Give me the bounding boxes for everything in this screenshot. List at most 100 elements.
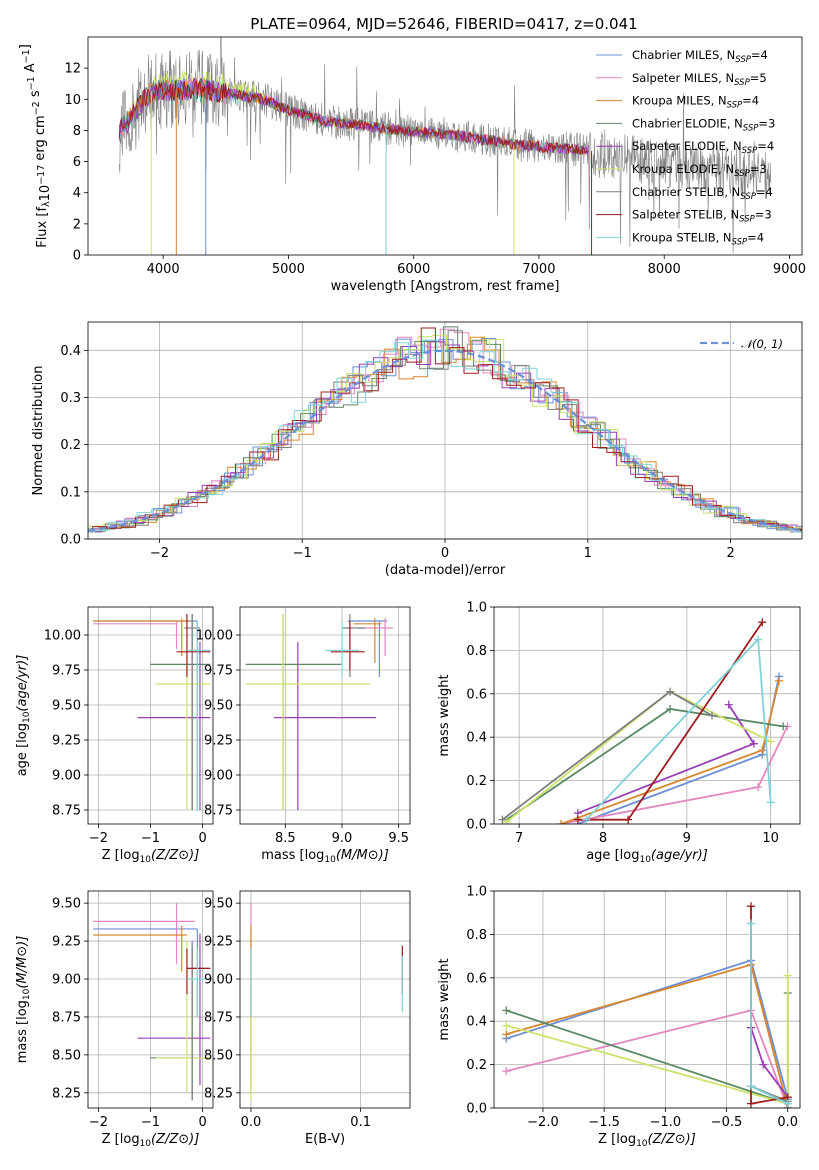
axes-frame: [493, 890, 801, 1109]
legend-text: Kroupa MILES, N: [632, 94, 727, 108]
x-tick-label: −0.5: [711, 1115, 743, 1130]
x-tick-label: −2.0: [527, 1115, 559, 1130]
y-axis-label-part: s: [28, 90, 43, 101]
y-tick-label: 9.50: [52, 897, 81, 912]
legend-text: Chabrier ELODIE, N: [632, 116, 743, 130]
legend-text: Salpeter STELIB, N: [632, 208, 739, 222]
histograms: [88, 326, 802, 533]
label-subscript: 10: [22, 711, 32, 723]
legend-text: =3: [750, 162, 767, 176]
label-text: (Z/Z⊙)]: [151, 848, 199, 863]
mass-weight-marker: [582, 815, 591, 824]
weight-lines: [498, 618, 792, 824]
y-axis-label-part: ]: [18, 44, 33, 49]
legend-text: =4: [756, 185, 773, 199]
mass-weight-marker: [666, 687, 675, 696]
x-axis-label: Z [log10(Z/Z⊙)]: [102, 848, 200, 865]
legend-text: =4: [747, 230, 764, 244]
x-tick-label: 8.5: [275, 831, 296, 846]
y-tick-label: 1.0: [466, 601, 487, 616]
axes-frame: [87, 36, 803, 256]
label-text: Z [log: [102, 1132, 140, 1147]
legend-entry: Chabrier MILES, NSSP=4: [632, 48, 768, 65]
residual-histogram-line: [88, 341, 802, 533]
label-text: Z [log: [102, 848, 140, 863]
y-tick-label: 8.75: [204, 804, 233, 819]
legend-text: =4: [757, 139, 774, 153]
x-tick-label: 5000: [272, 262, 305, 277]
y-tick-label: 0.1: [60, 485, 81, 500]
legend-text: Kroupa ELODIE, N: [632, 162, 734, 176]
y-tick-label: 9.25: [52, 935, 81, 950]
x-tick-label: −2: [89, 1115, 108, 1130]
y-axis-label-part: erg cm: [33, 115, 48, 164]
observed-spectrum-line: [119, 37, 771, 254]
figure-title: PLATE=0964, MJD=52646, FIBERID=0417, z=0…: [250, 15, 637, 33]
x-axis-label: Z [log10(Z/Z⊙)]: [598, 1132, 696, 1149]
y-tick-label: 8.75: [204, 1010, 233, 1025]
mass-vs-metallicity-panel: −2 −1 08.258.508.759.009.259.50Z [log10(Z/…: [15, 890, 214, 1149]
legend-text: Kroupa STELIB, N: [632, 230, 732, 244]
y-tick-label: 8.25: [52, 1086, 81, 1101]
legend-subscript: SSP: [734, 169, 750, 179]
y-tick-label: 9.75: [52, 664, 81, 679]
residual-histogram-panel: −2 −1 0 1 2 0.0 0.1 0.2 0.3 0.4 (data-model)/error…: [31, 321, 803, 578]
legend-text: Chabrier STELIB, N: [632, 185, 740, 199]
x-axis-label: Z [log10(Z/Z⊙)]: [102, 1132, 200, 1149]
legend-entry: Chabrier ELODIE, NSSP=3: [632, 116, 775, 133]
x-tick-label: 1: [584, 546, 592, 561]
label-text: Z [log: [598, 1132, 636, 1147]
mass-weight-marker: [502, 1021, 511, 1030]
legend-subscript: SSP: [739, 215, 755, 225]
label-subscript: 10: [22, 988, 32, 1000]
model-spectrum-line: [118, 77, 589, 156]
label-text: age [log: [15, 723, 30, 776]
y-tick-label: 0.2: [466, 774, 487, 789]
legend-entry: Chabrier STELIB, NSSP=4: [632, 185, 773, 202]
mass-weight-marker: [766, 798, 775, 807]
x-axis-label: mass [log10(M/M⊙)]: [261, 848, 389, 865]
label-text: mass [log: [15, 1000, 30, 1063]
mass-weight-marker: [758, 618, 767, 627]
model-spectrum-line: [118, 80, 589, 155]
x-tick-label: 9: [683, 831, 691, 846]
mass-weight-marker: [779, 722, 788, 731]
y-axis-label-part: λ: [41, 201, 52, 207]
y-tick-label: 9.25: [204, 734, 233, 749]
mass-weight-marker: [747, 1099, 756, 1108]
y-tick-label: 0.2: [60, 438, 81, 453]
y-tick-label: 10: [64, 93, 81, 108]
x-axis-label: E(B-V): [305, 1132, 345, 1147]
x-tick-label: −1: [141, 1115, 160, 1130]
mass-weight-marker: [747, 902, 756, 911]
y-axis-label: age [log10(age/yr)]: [15, 655, 32, 777]
y-axis-label-part: A: [23, 63, 38, 76]
error-bars: [93, 614, 211, 810]
axes-frame: [87, 606, 214, 825]
y-tick-label: 9.50: [204, 699, 233, 714]
y-tick-label: 8.25: [204, 1086, 233, 1101]
x-tick-label: 0: [441, 546, 449, 561]
y-tick-label: 9.00: [204, 769, 233, 784]
y-axis-label-part: −1: [21, 49, 32, 63]
label-subscript: 10: [140, 855, 152, 865]
x-tick-label: 9.0: [332, 831, 353, 846]
y-axis-label-part: −17: [36, 165, 47, 185]
age-vs-mass-panel: 8.5 9.0 9.5 8.75 9.00 9.25 9.50 9.75 10.00 mass […: [196, 606, 411, 865]
y-tick-label: 0.4: [60, 344, 81, 359]
legend-subscript: SSP: [740, 192, 756, 202]
legend-text: Salpeter ELODIE, N: [632, 139, 742, 153]
label-text: age [log: [586, 848, 639, 863]
x-tick-label: −1: [141, 831, 160, 846]
label-subscript: 10: [140, 1139, 152, 1149]
y-tick-label: 0.8: [466, 928, 487, 943]
label-text: (Z/Z⊙)]: [648, 1132, 696, 1147]
y-tick-label: 9.75: [204, 664, 233, 679]
legend-entry: Salpeter ELODIE, NSSP=4: [632, 139, 774, 156]
mass-weight-marker: [747, 919, 756, 928]
y-tick-label: 0.4: [466, 1015, 487, 1030]
mass-weight-marker: [557, 820, 566, 824]
y-axis-label-part: −1: [26, 76, 37, 90]
legend-subscript: SSP: [735, 55, 751, 65]
label-text: (Z/Z⊙)]: [151, 1132, 199, 1147]
